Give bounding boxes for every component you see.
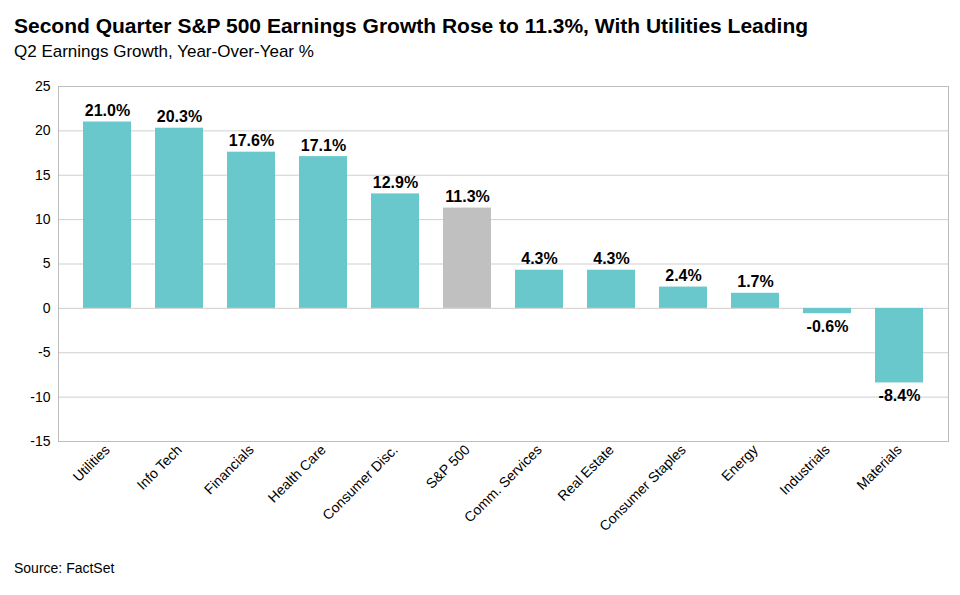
svg-text:12.9%: 12.9% bbox=[373, 174, 418, 191]
svg-text:5: 5 bbox=[43, 255, 51, 271]
svg-text:-8.4%: -8.4% bbox=[879, 387, 921, 404]
svg-text:S&P 500: S&P 500 bbox=[423, 441, 473, 491]
svg-text:Energy: Energy bbox=[718, 441, 761, 484]
svg-text:20.3%: 20.3% bbox=[157, 108, 202, 125]
svg-text:Real Estate: Real Estate bbox=[554, 441, 617, 504]
svg-text:Consumer Disc.: Consumer Disc. bbox=[319, 441, 401, 523]
svg-text:-0.6%: -0.6% bbox=[807, 318, 849, 335]
svg-text:11.3%: 11.3% bbox=[445, 188, 489, 205]
svg-text:17.1%: 17.1% bbox=[301, 137, 346, 154]
svg-text:Health Care: Health Care bbox=[265, 441, 329, 505]
svg-text:1.7%: 1.7% bbox=[737, 273, 773, 290]
html-text:Source: FactSet: Source: FactSet bbox=[14, 560, 115, 576]
svg-text:Consumer Staples: Consumer Staples bbox=[596, 441, 689, 534]
svg-text:4.3%: 4.3% bbox=[593, 250, 629, 267]
svg-text:-10: -10 bbox=[30, 389, 50, 405]
svg-text:25: 25 bbox=[35, 78, 51, 94]
svg-text:2.4%: 2.4% bbox=[665, 267, 701, 284]
html-text:Q2 Earnings Growth, Year-Over-: Q2 Earnings Growth, Year-Over-Year % bbox=[14, 42, 314, 61]
svg-text:Materials: Materials bbox=[853, 441, 904, 492]
svg-text:21.0%: 21.0% bbox=[85, 102, 130, 119]
svg-text:Comm. Services: Comm. Services bbox=[461, 441, 545, 525]
svg-text:-5: -5 bbox=[38, 344, 51, 360]
svg-text:Financials: Financials bbox=[201, 441, 257, 497]
svg-text:Industrials: Industrials bbox=[776, 441, 832, 497]
svg-text:4.3%: 4.3% bbox=[521, 250, 557, 267]
svg-text:0: 0 bbox=[43, 300, 51, 316]
svg-text:20: 20 bbox=[35, 122, 51, 138]
svg-text:17.6%: 17.6% bbox=[229, 132, 274, 149]
html-text:Second Quarter S&P 500 Earning: Second Quarter S&P 500 Earnings Growth R… bbox=[14, 14, 809, 37]
svg-text:15: 15 bbox=[35, 167, 51, 183]
svg-text:10: 10 bbox=[35, 211, 51, 227]
svg-text:Info Tech: Info Tech bbox=[133, 441, 184, 492]
svg-text:Utilities: Utilities bbox=[70, 441, 113, 484]
svg-text:-15: -15 bbox=[30, 433, 50, 449]
